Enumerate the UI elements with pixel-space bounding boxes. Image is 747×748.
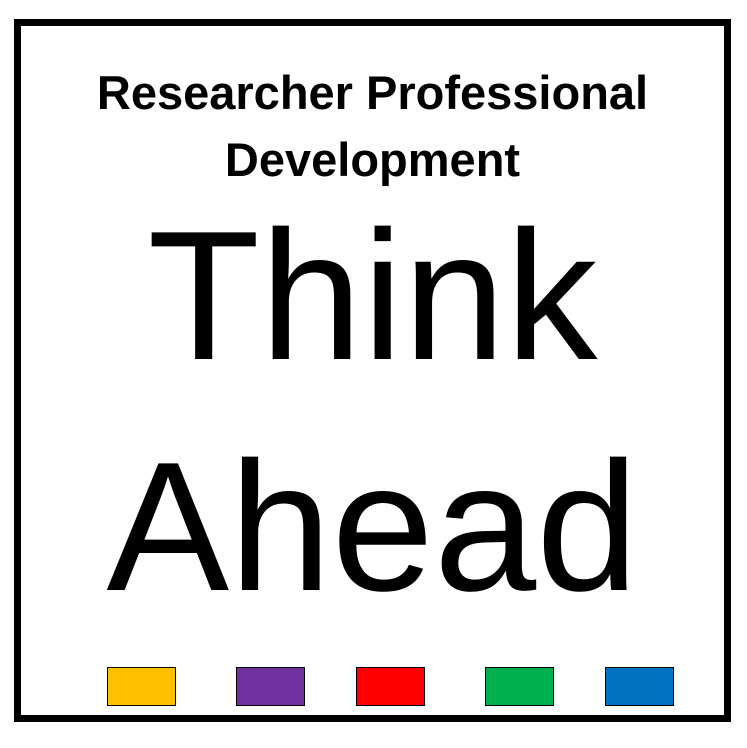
headline-line-2: Ahead [106, 423, 639, 629]
swatch-purple [236, 667, 305, 706]
subtitle-line-2: Development [224, 133, 521, 186]
swatch-green [485, 667, 554, 706]
subtitle-line-1: Researcher Professional [96, 66, 649, 119]
swatch-yellow [107, 667, 176, 706]
poster-frame: Researcher Professional Development Thin… [14, 19, 731, 722]
color-swatch-row [107, 667, 676, 706]
headline-line-1: Think [147, 192, 598, 398]
swatch-blue [605, 667, 674, 706]
swatch-red [356, 667, 425, 706]
